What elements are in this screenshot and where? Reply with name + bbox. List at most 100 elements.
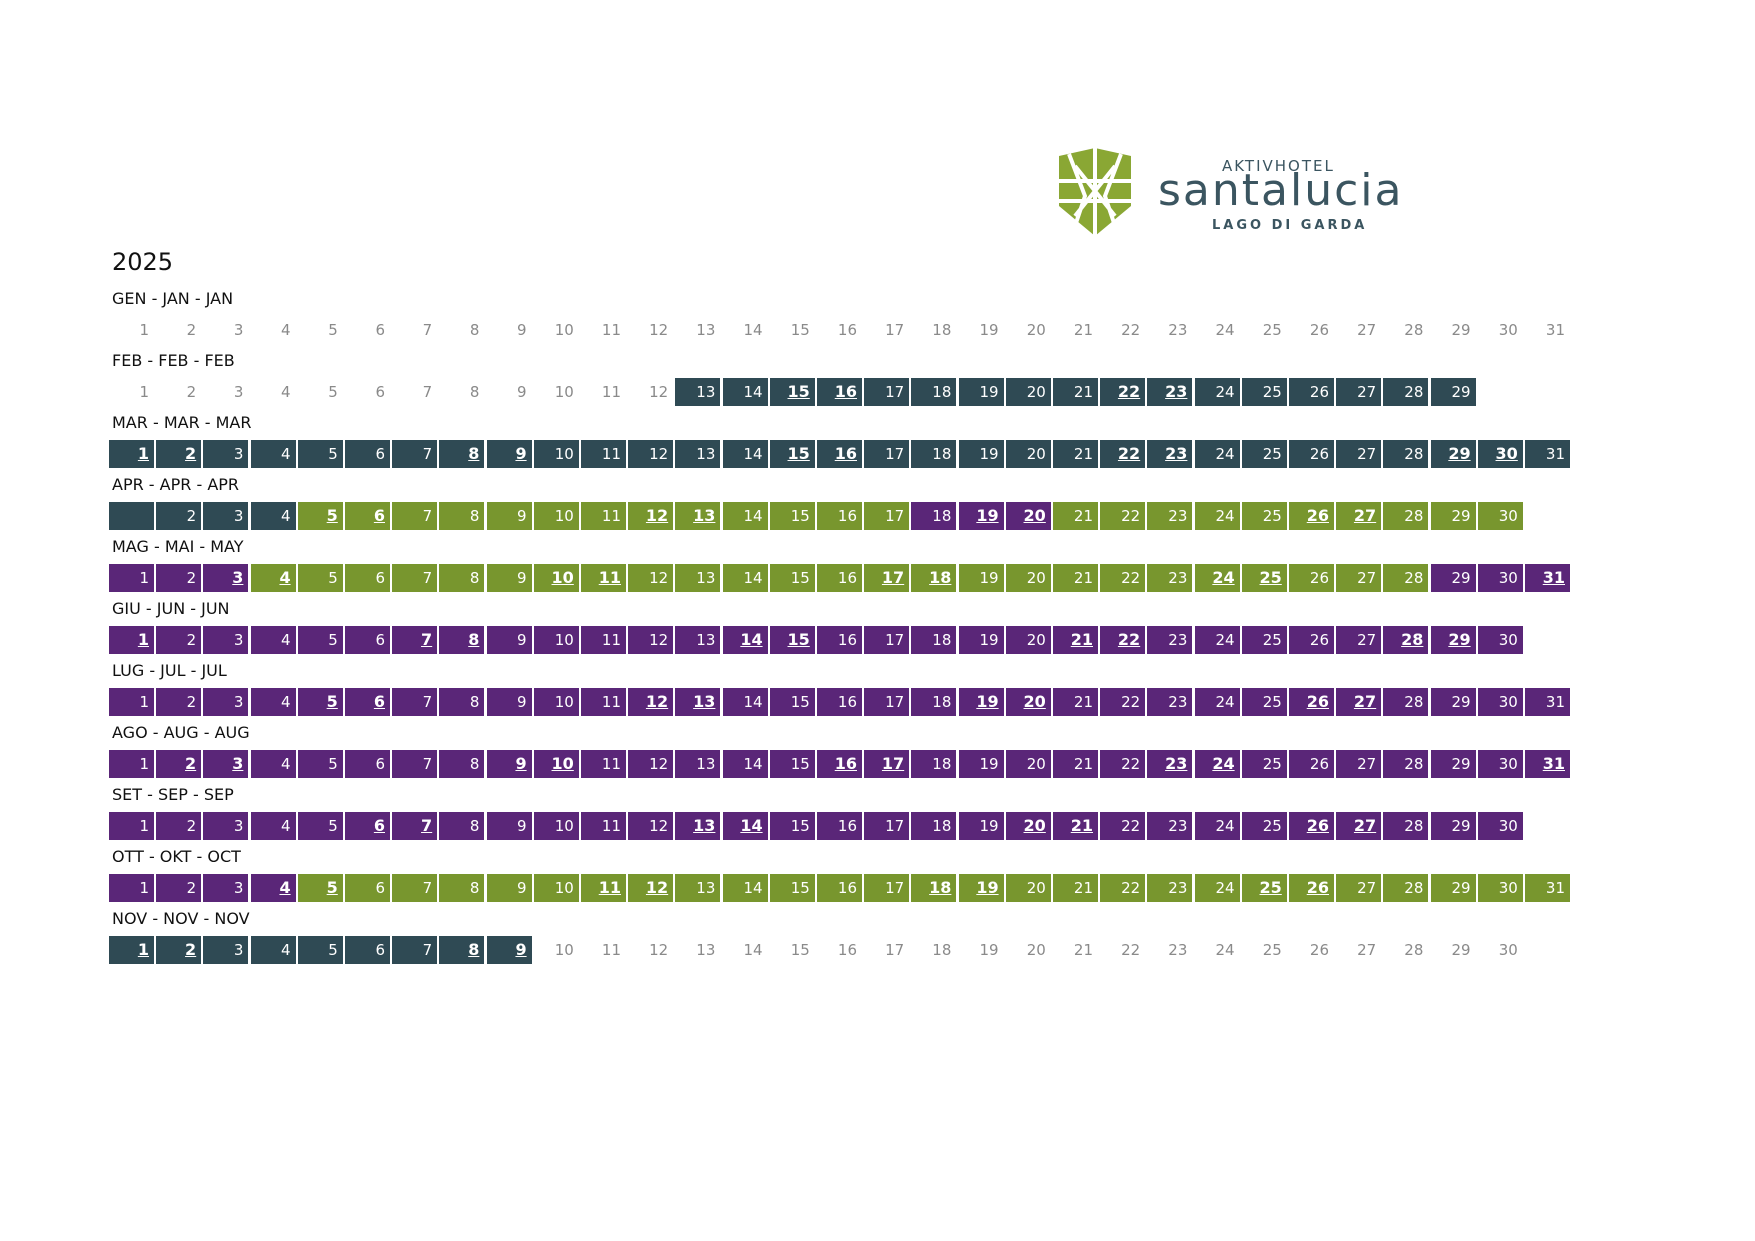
day-cell: 6	[345, 688, 391, 716]
day-cell: 10	[533, 812, 580, 840]
day-cell: 10	[533, 874, 580, 902]
day-cell: 25	[1241, 502, 1288, 530]
day-cell: 1	[109, 688, 155, 716]
day-cell: 15	[769, 812, 816, 840]
day-cell: 30	[1477, 502, 1524, 530]
day-cell: 18	[911, 812, 958, 840]
day-cell: 10	[533, 502, 580, 530]
day-cell: 4	[250, 626, 297, 654]
day-cell: 19	[959, 316, 1005, 344]
day-cell: 20	[1006, 316, 1052, 344]
day-cell: 19	[959, 936, 1005, 964]
day-cell: 8	[439, 688, 486, 716]
day-cell: 27	[1336, 936, 1383, 964]
day-cell: 7	[392, 502, 439, 530]
day-cell: 16	[817, 750, 863, 778]
day-cell: 20	[1005, 378, 1052, 406]
day-cell: 15	[769, 564, 816, 592]
day-cell: 20	[1005, 812, 1052, 840]
day-cell: 8	[439, 874, 486, 902]
day-cell: 26	[1289, 440, 1335, 468]
day-cell: 9	[486, 936, 533, 964]
day-cell: 30	[1477, 564, 1524, 592]
day-cell: 23	[1147, 750, 1194, 778]
day-cell: 16	[817, 316, 863, 344]
day-cell: 14	[722, 440, 769, 468]
day-cell: 15	[769, 750, 816, 778]
day-cell	[109, 502, 155, 530]
day-cell: 23	[1147, 378, 1194, 406]
day-cell: 27	[1336, 564, 1383, 592]
day-cell: 30	[1477, 626, 1524, 654]
day-cell: 26	[1289, 750, 1335, 778]
day-cell: 20	[1005, 564, 1052, 592]
month-label: NOV - NOV - NOV	[112, 909, 250, 928]
day-cell: 12	[628, 626, 675, 654]
day-cell: 15	[769, 626, 816, 654]
day-cell: 12	[628, 316, 675, 344]
day-cell: 14	[722, 378, 769, 406]
day-cell: 15	[769, 874, 816, 902]
day-cell: 5	[297, 440, 344, 468]
day-cell: 20	[1005, 688, 1052, 716]
day-cell: 14	[722, 874, 769, 902]
month-label: LUG - JUL - JUL	[112, 661, 227, 680]
day-cell: 3	[203, 316, 250, 344]
day-cell: 26	[1289, 502, 1335, 530]
day-cell: 14	[722, 750, 769, 778]
day-cell: 27	[1336, 626, 1383, 654]
day-cell: 5	[297, 874, 344, 902]
day-cell: 23	[1147, 502, 1194, 530]
day-cell: 13	[675, 440, 722, 468]
day-cell: 30	[1477, 750, 1524, 778]
month-label: GEN - JAN - JAN	[112, 289, 234, 308]
day-cell: 5	[297, 750, 344, 778]
day-cell: 7	[392, 316, 439, 344]
day-cell: 10	[534, 936, 580, 964]
day-cell: 23	[1147, 688, 1194, 716]
day-cell: 1	[109, 316, 155, 344]
day-cell: 7	[392, 936, 439, 964]
month-label: OTT - OKT - OCT	[112, 847, 241, 866]
day-cell: 10	[533, 626, 580, 654]
day-cell: 21	[1053, 936, 1099, 964]
day-cell: 17	[864, 936, 911, 964]
day-cell: 29	[1430, 378, 1477, 406]
day-cell: 17	[864, 316, 911, 344]
day-cell: 7	[392, 564, 439, 592]
day-cell: 2	[156, 564, 203, 592]
day-cell: 29	[1430, 564, 1477, 592]
day-cell: 2	[156, 626, 203, 654]
day-cell: 26	[1289, 378, 1335, 406]
day-cell: 24	[1194, 502, 1241, 530]
day-cell: 5	[297, 502, 344, 530]
day-cell: 11	[581, 440, 627, 468]
day-cell: 19	[958, 564, 1005, 592]
day-cell: 6	[345, 626, 391, 654]
day-cell: 27	[1336, 502, 1383, 530]
day-cell: 31	[1525, 688, 1571, 716]
day-cell: 2	[156, 316, 203, 344]
day-cell: 2	[156, 502, 203, 530]
day-cell: 5	[297, 564, 344, 592]
month-label: MAG - MAI - MAY	[112, 537, 244, 556]
day-cell: 4	[251, 316, 297, 344]
day-cell: 15	[769, 378, 816, 406]
day-cell: 15	[770, 316, 816, 344]
day-cell: 21	[1053, 812, 1099, 840]
day-cell: 23	[1147, 564, 1194, 592]
day-cell: 2	[156, 688, 203, 716]
day-cell: 21	[1053, 440, 1099, 468]
day-cell: 11	[581, 874, 627, 902]
day-cell: 5	[297, 812, 344, 840]
day-cell: 22	[1100, 874, 1147, 902]
day-cell: 1	[109, 564, 155, 592]
day-cell: 24	[1194, 564, 1241, 592]
day-cell: 9	[487, 378, 533, 406]
day-cell: 22	[1100, 812, 1147, 840]
day-cell: 30	[1478, 316, 1524, 344]
day-cell: 7	[392, 626, 439, 654]
day-cell: 6	[345, 564, 391, 592]
day-cell: 19	[958, 750, 1005, 778]
